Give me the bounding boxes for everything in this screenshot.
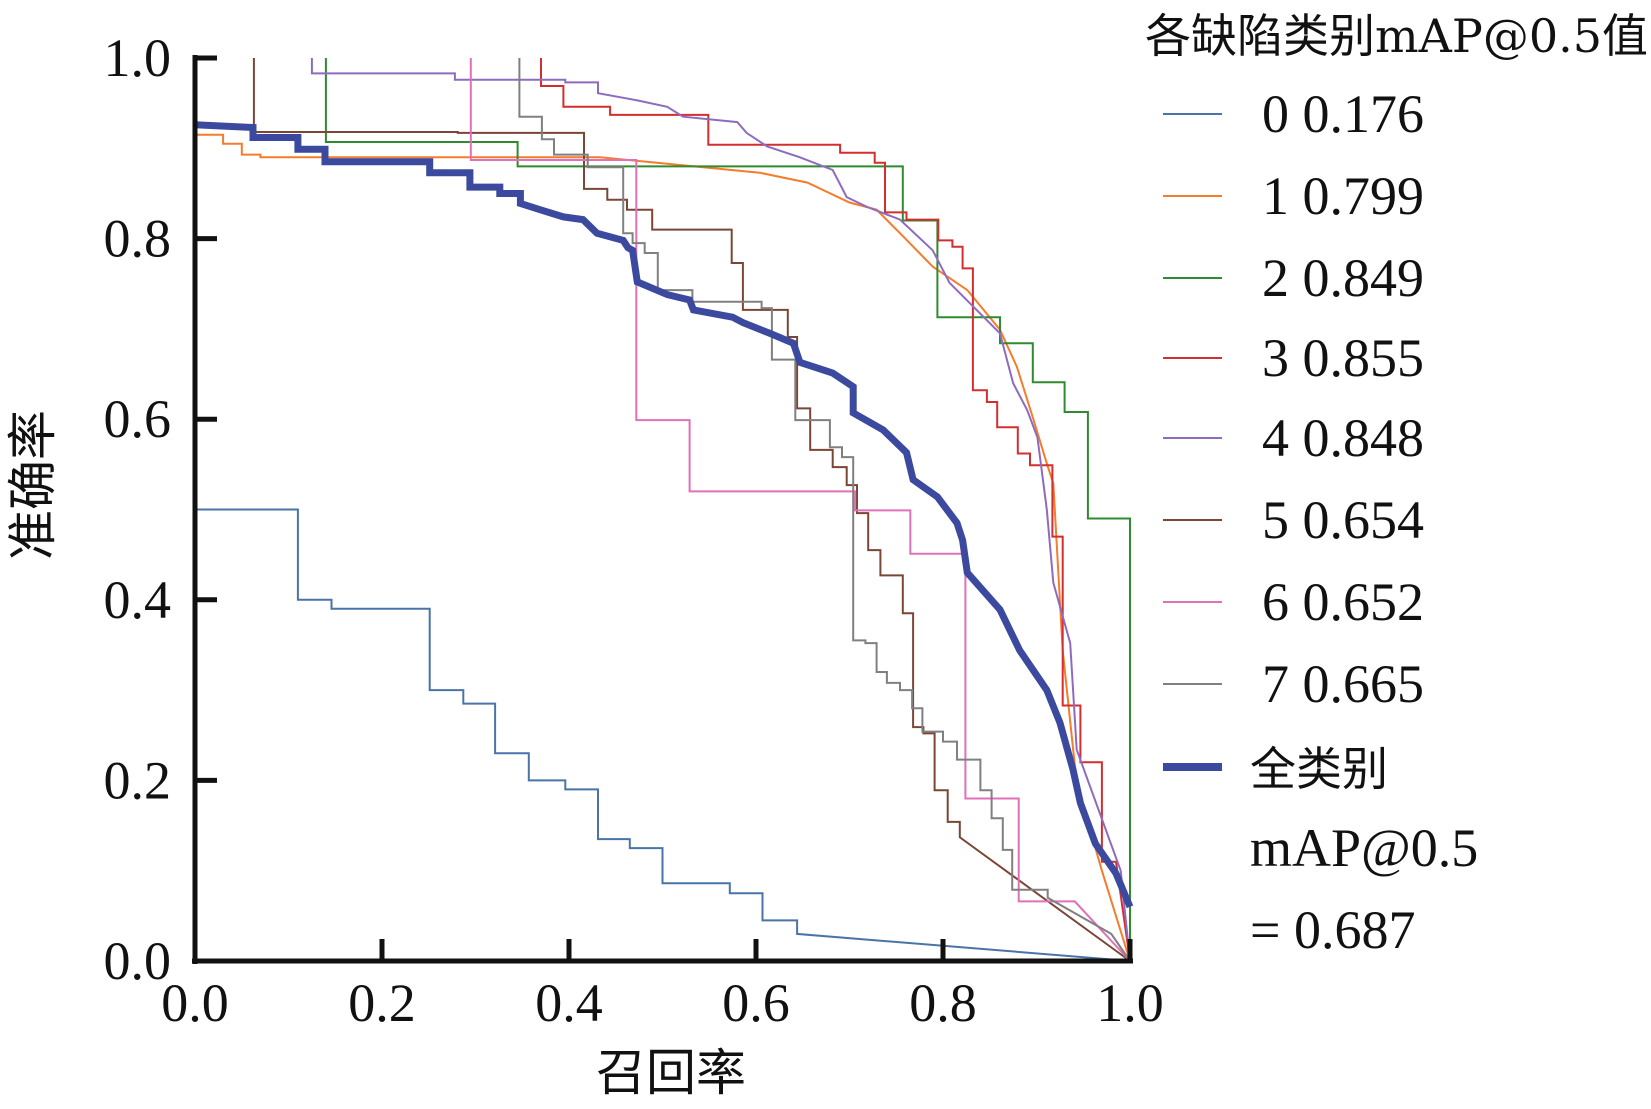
y-axis-title: 准确率 xyxy=(4,410,62,560)
legend-overall-value: = 0.687 xyxy=(1250,900,1415,960)
legend-label-2: 2 0.849 xyxy=(1262,248,1424,308)
series-layer xyxy=(194,58,1134,962)
series-line-3 xyxy=(540,58,1131,962)
x-tick-label: 0.4 xyxy=(535,973,603,1033)
y-tick-label: 1.0 xyxy=(104,28,172,88)
legend-overall-metric: mAP@0.5 xyxy=(1250,818,1478,878)
legend-label-1: 1 0.799 xyxy=(1262,166,1424,226)
legend-label-5: 5 0.654 xyxy=(1262,490,1424,550)
legend-title: 各缺陷类别mAP@0.5值 xyxy=(1145,9,1648,63)
y-tick-label: 0.4 xyxy=(104,570,172,630)
y-tick-label: 0.8 xyxy=(104,209,172,269)
y-tick-label: 0.0 xyxy=(104,931,172,991)
series-line-4 xyxy=(310,58,1131,962)
series-line-6 xyxy=(469,58,1131,962)
x-tick-label: 0.8 xyxy=(909,973,977,1033)
y-tick-label: 0.2 xyxy=(104,750,172,810)
axes: 0.0 0.2 0.4 0.6 0.8 1.0 0.0 0.2 0.4 0.6 0.8 1.0 xyxy=(104,28,1164,1033)
series-line-1 xyxy=(195,133,1131,962)
series-line-5 xyxy=(252,58,1131,962)
x-tick-label: 0.6 xyxy=(722,973,790,1033)
x-tick-label: 0.0 xyxy=(161,973,229,1033)
x-axis-title: 召回率 xyxy=(596,1044,746,1102)
legend-label-overall: 全类别 xyxy=(1250,742,1388,796)
legend-label-7: 7 0.665 xyxy=(1262,654,1424,714)
series-line-0 xyxy=(195,508,1131,962)
legend-label-3: 3 0.855 xyxy=(1262,328,1424,388)
legend-label-6: 6 0.652 xyxy=(1262,572,1424,632)
x-tick-label: 1.0 xyxy=(1096,973,1164,1033)
series-line-7 xyxy=(518,58,1131,962)
series-line-8 xyxy=(194,121,1134,909)
series-line-2 xyxy=(324,58,1131,961)
y-tick-label: 0.6 xyxy=(104,389,172,449)
x-tick-label: 0.2 xyxy=(348,973,416,1033)
legend-label-4: 4 0.848 xyxy=(1262,408,1424,468)
legend-label-0: 0 0.176 xyxy=(1262,84,1424,144)
legend: 各缺陷类别mAP@0.5值 0 0.176 1 0.799 2 0.849 3 0.8… xyxy=(1145,9,1648,960)
